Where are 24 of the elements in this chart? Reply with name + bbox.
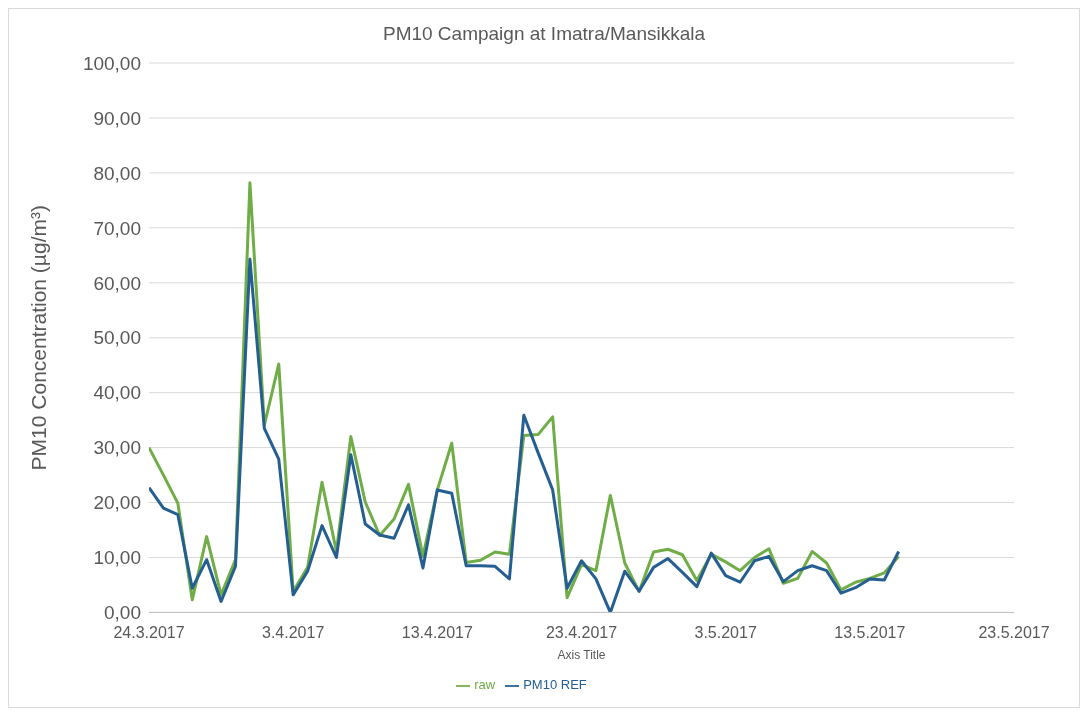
x-tick-label: 3.4.2017 xyxy=(262,623,325,641)
x-tick-label: 13.4.2017 xyxy=(401,623,474,641)
y-tick-label: 80,00 xyxy=(93,162,141,184)
y-tick-label: 100,00 xyxy=(82,52,141,74)
x-tick-label: 24.3.2017 xyxy=(113,623,185,641)
legend-label: PM10 REF xyxy=(523,677,587,693)
y-tick-label: 70,00 xyxy=(93,217,141,239)
y-axis-title: PM10 Concentration (µg/m³) xyxy=(27,205,51,471)
x-tick-label: 23.4.2017 xyxy=(545,623,618,641)
y-tick-label: 10,00 xyxy=(93,547,141,569)
x-axis-title: Axis Title xyxy=(557,648,606,663)
y-tick-label: 0,00 xyxy=(104,602,141,624)
y-tick-label: 30,00 xyxy=(93,437,141,459)
y-tick-label: 50,00 xyxy=(93,327,141,349)
y-tick-label: 20,00 xyxy=(93,492,141,514)
line-series xyxy=(149,257,901,613)
x-tick-label: 3.5.2017 xyxy=(694,623,757,641)
y-tick-label: 90,00 xyxy=(93,107,141,129)
chart-title: PM10 Campaign at Imatra/Mansikkala xyxy=(381,22,707,46)
legend-label: raw xyxy=(474,677,496,693)
y-tick-label: 60,00 xyxy=(93,272,141,294)
x-tick-label: 23.5.2017 xyxy=(978,623,1050,641)
x-tick-label: 13.5.2017 xyxy=(834,623,906,641)
y-tick-label: 40,00 xyxy=(93,382,141,404)
